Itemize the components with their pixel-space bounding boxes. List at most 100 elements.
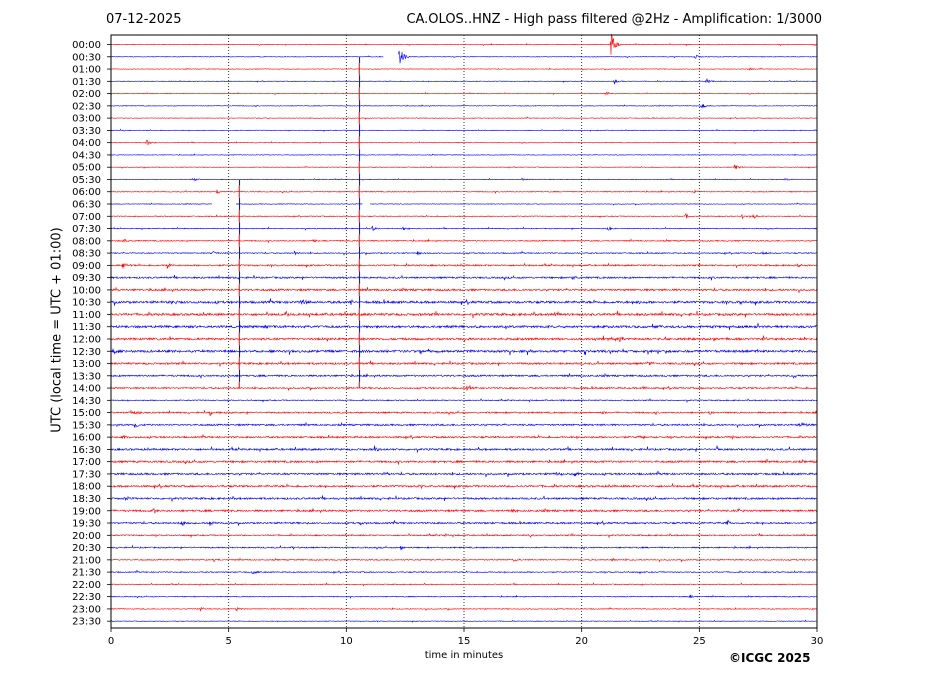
y-tick-label: 08:30 [72, 249, 101, 260]
y-tick-label: 06:30 [72, 200, 101, 211]
y-tick-label: 16:30 [72, 445, 101, 456]
y-tick-label: 00:00 [72, 40, 101, 51]
trace-row-0200 [110, 91, 818, 96]
y-tick-label: 23:00 [72, 604, 101, 615]
y-tick-label: 02:00 [72, 89, 101, 100]
trace-row-1000 [110, 286, 818, 294]
y-tick-label: 03:00 [72, 114, 101, 125]
plot-date: 07-12-2025 [106, 12, 182, 27]
trace-row-1730 [110, 470, 818, 478]
trace-row-0800 [110, 238, 818, 244]
y-tick-label: 11:30 [72, 322, 101, 333]
plot-title: CA.OLOS..HNZ - High pass filtered @2Hz -… [406, 12, 822, 27]
x-tick-label: 10 [340, 636, 353, 647]
x-tick-label: 25 [693, 636, 706, 647]
trace-row-0900 [110, 262, 818, 269]
y-tick-label: 07:30 [72, 224, 101, 235]
trace-row-2100 [110, 557, 818, 563]
trace-row-0130 [110, 78, 818, 85]
y-tick-label: 07:00 [72, 212, 101, 223]
x-tick-label: 20 [575, 636, 588, 647]
trace-layer [110, 33, 818, 623]
y-tick-label: 21:30 [72, 568, 101, 579]
y-tick-label: 19:30 [72, 519, 101, 530]
y-tick-label: 01:00 [72, 65, 101, 76]
trace-row-1300 [110, 360, 818, 367]
trace-row-0300 [110, 116, 818, 120]
trace-row-1130 [110, 322, 818, 331]
x-tick-label: 5 [225, 636, 231, 647]
trace-row-1500 [110, 409, 818, 417]
y-tick-label: 15:00 [72, 408, 101, 419]
y-tick-label: 13:00 [72, 359, 101, 370]
trace-row-0330 [110, 128, 818, 133]
trace-row-1700 [110, 458, 818, 465]
trace-row-0830 [110, 250, 818, 256]
trace-row-0230 [110, 104, 818, 109]
trace-row-1030 [110, 298, 818, 306]
trace-row-0000 [110, 33, 818, 55]
trace-row-2300 [110, 606, 818, 612]
y-tick-label: 17:00 [72, 457, 101, 468]
y-tick-label: 21:00 [72, 555, 101, 566]
y-tick-label: 10:30 [72, 298, 101, 309]
x-tick-label: 15 [458, 636, 471, 647]
y-tick-label: 09:00 [72, 261, 101, 272]
trace-row-1200 [110, 335, 818, 343]
y-tick-label: 05:00 [72, 163, 101, 174]
y-tick-label: 18:30 [72, 494, 101, 505]
trace-row-1800 [110, 482, 818, 490]
trace-row-1330 [110, 372, 817, 379]
trace-row-1900 [110, 507, 818, 514]
x-tick-label: 0 [108, 636, 114, 647]
trace-row-1530 [110, 421, 818, 429]
x-tick-label: 30 [811, 636, 824, 647]
trace-row-1930 [110, 519, 818, 526]
y-tick-label: 03:30 [72, 126, 101, 137]
y-tick-label: 02:30 [72, 101, 101, 112]
trace-row-2200 [110, 582, 818, 587]
trace-row-0700 [110, 212, 818, 220]
trace-row-1430 [110, 397, 818, 404]
y-tick-label: 06:00 [72, 187, 101, 198]
trace-row-0730 [110, 225, 818, 231]
y-tick-label: 05:30 [72, 175, 101, 186]
y-tick-label: 19:00 [72, 506, 101, 517]
copyright-notice: ©ICGC 2025 [729, 651, 811, 665]
trace-row-1230 [110, 348, 818, 356]
trace-row-0100 [110, 67, 818, 71]
trace-row-0430 [110, 153, 818, 156]
y-tick-label: 20:00 [72, 531, 101, 542]
trace-row-1100 [110, 310, 818, 319]
y-tick-label: 04:30 [72, 150, 101, 161]
y-tick-label: 12:30 [72, 347, 101, 358]
y-tick-label: 10:00 [72, 285, 101, 296]
y-tick-label: 22:30 [72, 592, 101, 603]
y-tick-label: 14:30 [72, 396, 101, 407]
y-tick-label: 14:00 [72, 384, 101, 395]
y-tick-label: 13:30 [72, 371, 101, 382]
grid-layer [228, 35, 700, 628]
y-tick-label: 04:00 [72, 138, 101, 149]
y-tick-label: 00:30 [72, 52, 101, 63]
trace-row-2000 [110, 532, 818, 539]
trace-row-0600 [110, 189, 818, 194]
y-tick-label: 20:30 [72, 543, 101, 554]
y-tick-label: 11:00 [72, 310, 101, 321]
y-tick-label: 08:00 [72, 236, 101, 247]
y-tick-label: 16:00 [72, 433, 101, 444]
trace-row-1630 [110, 445, 818, 453]
y-tick-label: 22:00 [72, 580, 101, 591]
trace-row-2230 [110, 594, 818, 599]
y-tick-label: 23:30 [72, 617, 101, 628]
trace-row-0500 [110, 164, 818, 169]
trace-row-2130 [110, 569, 818, 575]
trace-row-0630 [110, 202, 818, 206]
y-tick-label: 01:30 [72, 77, 101, 88]
trace-row-0400 [110, 139, 818, 146]
y-tick-label: 18:00 [72, 482, 101, 493]
y-tick-label: 17:30 [72, 469, 101, 480]
trace-row-1830 [110, 495, 818, 502]
